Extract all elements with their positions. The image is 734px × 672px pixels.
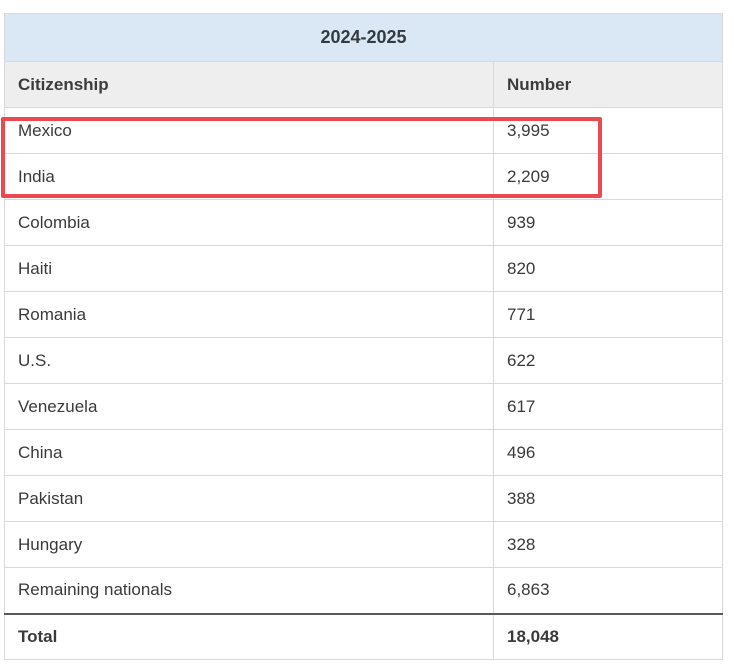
table-row: Haiti 820 bbox=[4, 245, 723, 292]
citizenship-cell: China bbox=[4, 429, 494, 476]
table-row: Remaining nationals 6,863 bbox=[4, 567, 723, 614]
citizenship-cell: U.S. bbox=[4, 337, 494, 384]
column-header-number: Number bbox=[493, 61, 723, 108]
number-cell: 328 bbox=[493, 521, 723, 568]
table-title-row: 2024-2025 bbox=[4, 13, 723, 62]
table-row: Pakistan 388 bbox=[4, 475, 723, 522]
number-cell: 388 bbox=[493, 475, 723, 522]
citizenship-table: 2024-2025 Citizenship Number Mexico 3,99… bbox=[4, 13, 723, 660]
number-cell: 820 bbox=[493, 245, 723, 292]
column-header-citizenship: Citizenship bbox=[4, 61, 494, 108]
table-header-row: Citizenship Number bbox=[4, 61, 723, 108]
number-cell: 6,863 bbox=[493, 567, 723, 614]
total-label: Total bbox=[4, 612, 494, 660]
citizenship-cell: Colombia bbox=[4, 199, 494, 246]
table-row: U.S. 622 bbox=[4, 337, 723, 384]
table-row: Colombia 939 bbox=[4, 199, 723, 246]
number-cell: 617 bbox=[493, 383, 723, 430]
number-cell: 496 bbox=[493, 429, 723, 476]
table-row: Venezuela 617 bbox=[4, 383, 723, 430]
number-cell: 771 bbox=[493, 291, 723, 338]
table-row: Romania 771 bbox=[4, 291, 723, 338]
number-cell: 3,995 bbox=[493, 107, 723, 154]
number-cell: 939 bbox=[493, 199, 723, 246]
citizenship-cell: Pakistan bbox=[4, 475, 494, 522]
total-number: 18,048 bbox=[493, 612, 723, 660]
table-total-row: Total 18,048 bbox=[4, 612, 723, 660]
table-row: Hungary 328 bbox=[4, 521, 723, 568]
citizenship-cell: Remaining nationals bbox=[4, 567, 494, 614]
citizenship-cell: Hungary bbox=[4, 521, 494, 568]
number-cell: 2,209 bbox=[493, 153, 723, 200]
table-row: India 2,209 bbox=[4, 153, 723, 200]
number-cell: 622 bbox=[493, 337, 723, 384]
citizenship-cell: Venezuela bbox=[4, 383, 494, 430]
citizenship-cell: Haiti bbox=[4, 245, 494, 292]
citizenship-cell: Romania bbox=[4, 291, 494, 338]
table-title: 2024-2025 bbox=[4, 13, 723, 62]
citizenship-cell: Mexico bbox=[4, 107, 494, 154]
table-row: China 496 bbox=[4, 429, 723, 476]
table-row: Mexico 3,995 bbox=[4, 107, 723, 154]
citizenship-cell: India bbox=[4, 153, 494, 200]
